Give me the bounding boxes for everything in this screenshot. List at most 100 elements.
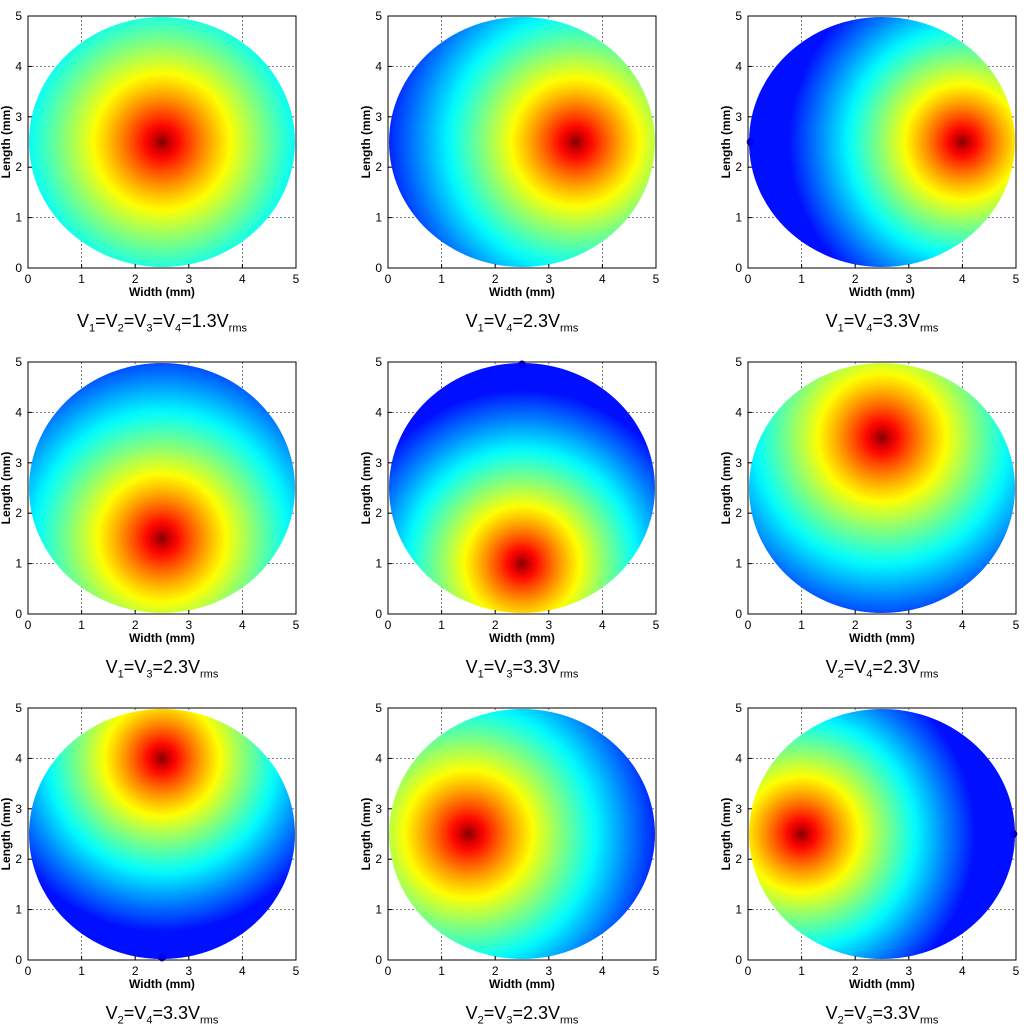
x-tick-label: 2 bbox=[492, 964, 499, 978]
caption-value: =3.3V bbox=[872, 1003, 920, 1023]
caption-subscript: 1 bbox=[477, 322, 484, 335]
x-tick-label: 1 bbox=[438, 964, 445, 978]
y-tick-label: 4 bbox=[735, 59, 742, 73]
y-axis-label: Length (mm) bbox=[0, 798, 13, 871]
caption-value: =3.3V bbox=[872, 311, 920, 331]
x-tick-label: 0 bbox=[385, 618, 392, 632]
y-tick-label: 2 bbox=[735, 160, 742, 174]
x-tick-label: 2 bbox=[852, 964, 859, 978]
x-tick-label: 5 bbox=[293, 618, 300, 632]
x-tick-label: 3 bbox=[185, 618, 192, 632]
y-tick-label: 0 bbox=[15, 953, 22, 967]
caption-value: =2.3V bbox=[872, 657, 920, 677]
caption-unit: rms bbox=[200, 668, 219, 681]
x-tick-label: 5 bbox=[1013, 618, 1020, 632]
subplot-2: 0 1 2 3 4 5 0 1 2 3 4 5 Width (mm) Length (mm) bbox=[359, 9, 660, 299]
y-tick-label: 1 bbox=[735, 557, 742, 571]
y-tick-label: 3 bbox=[15, 802, 22, 816]
caption-subscript: 4 bbox=[174, 322, 182, 335]
subplot-caption: V2=V3=3.3Vrms bbox=[772, 1003, 992, 1027]
y-axis-label: Length (mm) bbox=[359, 106, 373, 179]
x-tick-label: 0 bbox=[745, 964, 752, 978]
x-tick-label: 4 bbox=[239, 618, 246, 632]
y-tick-label: 0 bbox=[735, 261, 742, 275]
caption-unit: rms bbox=[560, 668, 579, 681]
caption-value: =2.3V bbox=[512, 1003, 560, 1023]
y-tick-label: 2 bbox=[375, 852, 382, 866]
y-axis-label: Length (mm) bbox=[0, 452, 13, 525]
x-tick-label: 3 bbox=[545, 272, 552, 286]
subplot-7: 0 1 2 3 4 5 0 1 2 3 4 5 Width (mm) Length (mm) bbox=[0, 701, 300, 991]
axes-box bbox=[27, 15, 297, 269]
y-tick-label: 1 bbox=[735, 903, 742, 917]
y-tick-label: 1 bbox=[735, 211, 742, 225]
caption-text: =V bbox=[123, 311, 147, 331]
y-tick-label: 3 bbox=[375, 456, 382, 470]
x-tick-label: 5 bbox=[653, 618, 660, 632]
electrode-notch bbox=[1009, 830, 1018, 838]
axes-box bbox=[747, 361, 1017, 615]
x-tick-label: 2 bbox=[492, 618, 499, 632]
y-tick-label: 4 bbox=[375, 59, 382, 73]
caption-text: =V bbox=[123, 1003, 147, 1023]
x-tick-label: 1 bbox=[78, 618, 85, 632]
caption-subscript: 4 bbox=[146, 1014, 153, 1027]
x-tick-label: 4 bbox=[239, 272, 246, 286]
caption-text: V bbox=[105, 657, 118, 677]
y-tick-label: 5 bbox=[735, 701, 742, 715]
x-tick-label: 4 bbox=[959, 618, 966, 632]
y-tick-label: 1 bbox=[15, 211, 22, 225]
axes-box bbox=[387, 15, 657, 269]
y-tick-label: 0 bbox=[375, 953, 382, 967]
caption-unit: rms bbox=[920, 668, 939, 681]
y-tick-label: 1 bbox=[15, 903, 22, 917]
y-tick-label: 4 bbox=[735, 751, 742, 765]
x-tick-label: 1 bbox=[438, 618, 445, 632]
caption-subscript: 2 bbox=[837, 668, 844, 681]
caption-value: =3.3V bbox=[152, 1003, 200, 1023]
y-tick-label: 0 bbox=[735, 953, 742, 967]
heatmap-disk bbox=[389, 363, 655, 613]
subplot-1: 0 1 2 3 4 5 0 1 2 3 4 5 Width (mm) Length (mm) bbox=[0, 9, 300, 299]
caption-subscript: 3 bbox=[146, 322, 153, 335]
caption-text: V bbox=[465, 1003, 478, 1023]
caption-unit: rms bbox=[920, 322, 939, 335]
y-tick-label: 2 bbox=[375, 160, 382, 174]
x-tick-label: 4 bbox=[959, 272, 966, 286]
caption-text: =V bbox=[483, 1003, 507, 1023]
heatmap-disk bbox=[749, 709, 1015, 959]
caption-text: =V bbox=[152, 311, 175, 331]
x-tick-label: 2 bbox=[852, 272, 859, 286]
axes-box bbox=[27, 361, 297, 615]
y-tick-label: 4 bbox=[375, 405, 382, 419]
y-tick-label: 2 bbox=[15, 852, 22, 866]
caption-subscript: 2 bbox=[477, 1014, 484, 1027]
y-tick-label: 2 bbox=[735, 506, 742, 520]
electrode-notch bbox=[518, 360, 526, 369]
x-tick-label: 3 bbox=[185, 964, 192, 978]
heatmap-disk bbox=[389, 709, 655, 959]
x-axis-label: Width (mm) bbox=[849, 977, 915, 991]
y-tick-label: 3 bbox=[735, 802, 742, 816]
x-tick-label: 5 bbox=[1013, 272, 1020, 286]
y-tick-label: 3 bbox=[735, 110, 742, 124]
y-tick-label: 5 bbox=[375, 9, 382, 23]
x-tick-label: 1 bbox=[438, 272, 445, 286]
caption-unit: rms bbox=[560, 1014, 579, 1027]
subplot-caption: V1=V4=3.3Vrms bbox=[772, 311, 992, 335]
caption-subscript: 1 bbox=[477, 668, 484, 681]
x-tick-label: 4 bbox=[599, 272, 606, 286]
caption-text: V bbox=[77, 311, 90, 331]
y-axis-label: Length (mm) bbox=[359, 452, 373, 525]
y-tick-label: 0 bbox=[375, 261, 382, 275]
caption-text: =V bbox=[483, 657, 507, 677]
y-tick-label: 3 bbox=[735, 456, 742, 470]
y-tick-label: 2 bbox=[15, 160, 22, 174]
x-axis-label: Width (mm) bbox=[129, 631, 195, 645]
y-axis-label: Length (mm) bbox=[0, 106, 13, 179]
heatmap-disk bbox=[29, 363, 295, 613]
x-tick-label: 3 bbox=[545, 964, 552, 978]
y-tick-label: 0 bbox=[15, 261, 22, 275]
y-tick-label: 5 bbox=[15, 9, 22, 23]
